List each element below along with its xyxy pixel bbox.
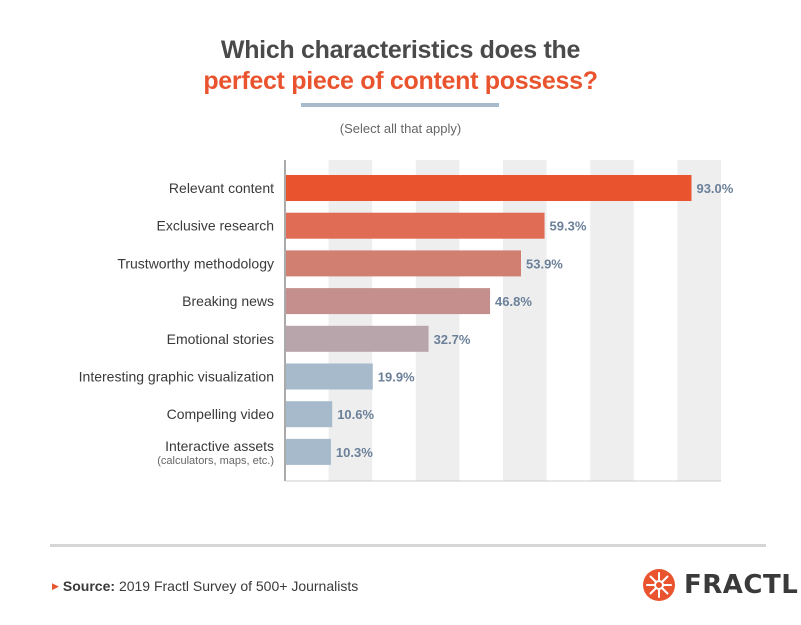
category-label: Breaking news — [182, 293, 274, 309]
fractl-logo: FRACTL — [642, 568, 798, 602]
grid-band — [415, 160, 460, 481]
category-label: Emotional stories — [167, 331, 274, 347]
bar — [286, 250, 522, 277]
value-label: 93.0% — [696, 181, 733, 196]
source-arrow-icon: ▶ — [52, 581, 59, 591]
value-label: 59.3% — [550, 219, 587, 234]
category-label: Exclusive research — [157, 218, 275, 234]
source-text: 2019 Fractl Survey of 500+ Journalists — [118, 578, 359, 594]
value-label: 53.9% — [526, 256, 563, 271]
brand-name: FRACTL — [684, 570, 799, 600]
category-label: Trustworthy methodology — [117, 255, 274, 271]
value-label: 19.9% — [378, 370, 415, 385]
chart-subtitle: (Select all that apply) — [339, 121, 462, 136]
bar — [286, 175, 692, 201]
category-sublabel: (calculators, maps, etc.) — [157, 455, 274, 467]
category-label: Interactive assets — [165, 438, 274, 454]
value-label: 10.3% — [336, 445, 373, 460]
value-label: 32.7% — [434, 332, 471, 347]
grid-band — [503, 160, 547, 481]
bar-chart: Relevant content 93.0% Exclusive research 5… — [79, 160, 734, 482]
bar — [286, 438, 331, 465]
chart-title-line2: perfect piece of content possess? — [203, 67, 598, 95]
bar — [286, 401, 333, 428]
grid-band — [677, 160, 721, 481]
source-note: ▶ Source: 2019 Fractl Survey of 500+ Jour… — [52, 578, 358, 594]
bar — [286, 325, 429, 352]
title-underline — [301, 103, 499, 107]
category-label: Relevant content — [169, 180, 274, 196]
bar — [286, 212, 545, 239]
chart-title-line1: Which characteristics does the — [220, 36, 581, 64]
bar — [286, 363, 373, 390]
footer-divider — [50, 544, 766, 547]
fractl-snowflake-icon — [643, 569, 675, 601]
category-label: Compelling video — [167, 406, 275, 422]
grid-band — [590, 160, 634, 481]
source-label: Source: — [62, 578, 116, 594]
category-label: Interesting graphic visualization — [79, 369, 274, 385]
value-label: 46.8% — [495, 294, 532, 309]
grid-band — [328, 160, 373, 481]
value-label: 10.6% — [337, 407, 374, 422]
bar — [286, 288, 491, 315]
